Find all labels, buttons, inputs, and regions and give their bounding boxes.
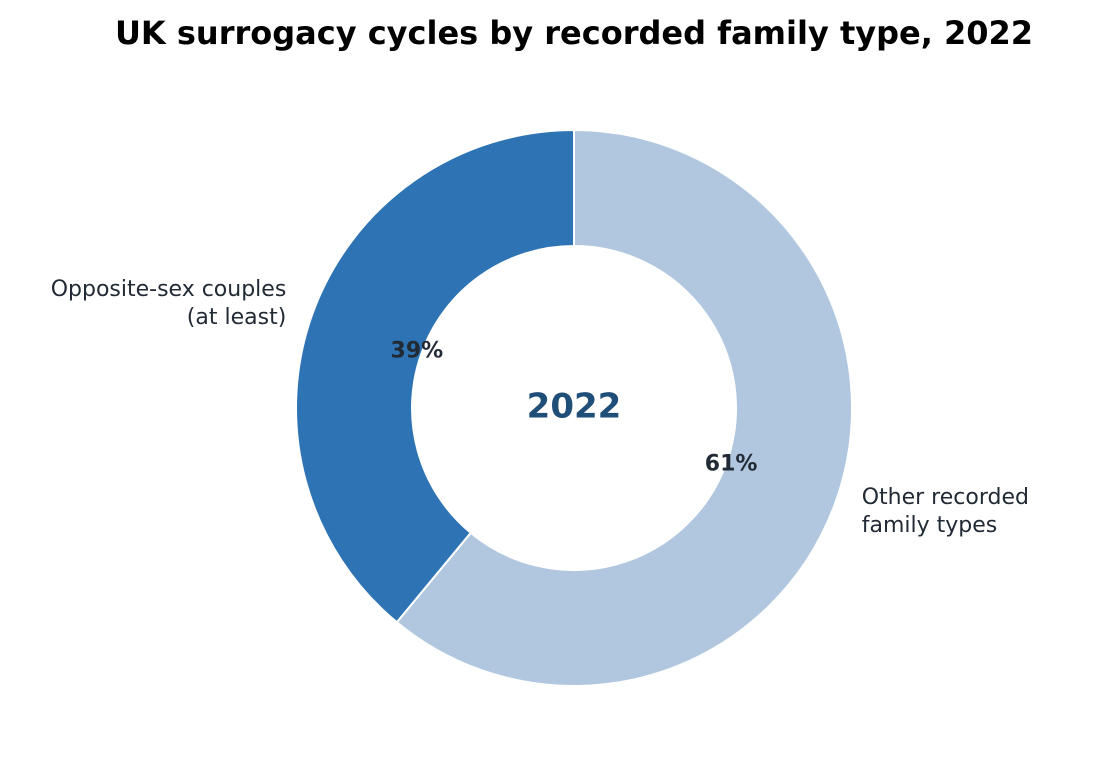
center-label: 2022	[527, 387, 622, 427]
wedge	[295, 128, 575, 624]
category-label: Other recorded family types	[861, 484, 1029, 538]
chart-title: UK surrogacy cycles by recorded family t…	[115, 14, 1033, 52]
category-label: Opposite-sex couples (at least)	[50, 277, 287, 331]
wedge	[395, 128, 853, 687]
value-label: 39%	[391, 338, 444, 363]
value-label: 61%	[705, 452, 758, 477]
